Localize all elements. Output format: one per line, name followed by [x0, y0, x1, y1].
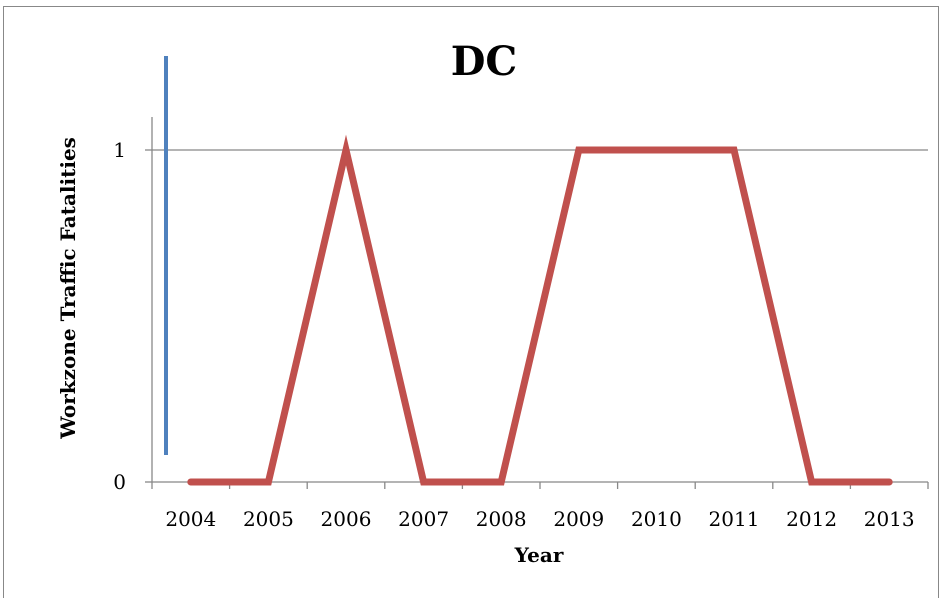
x-tick-label-2007: 2007 — [398, 507, 449, 531]
y-axis-label: Workzone Traffic Fatalities — [56, 137, 80, 440]
x-tick-label-2011: 2011 — [709, 507, 760, 531]
tick-layer: 0 1 2004 2005 2006 2007 2008 2009 2010 2011 2012 20… — [113, 138, 929, 531]
chart-frame — [3, 6, 939, 598]
x-tick-label-2008: 2008 — [476, 507, 527, 531]
y-tick-label-1: 1 — [113, 138, 126, 162]
series-line-0 — [187, 134, 893, 486]
x-tick-label-2005: 2005 — [243, 507, 294, 531]
y-tick-label-0: 0 — [113, 470, 126, 494]
series-layer — [187, 134, 893, 486]
x-axis-label: Year — [514, 543, 564, 567]
x-tick-label-2013: 2013 — [864, 507, 915, 531]
x-tick-label-2009: 2009 — [553, 507, 604, 531]
x-tick-label-2010: 2010 — [631, 507, 682, 531]
chart-title: DC — [451, 38, 518, 85]
x-tick-label-2004: 2004 — [165, 507, 216, 531]
x-tick-label-2006: 2006 — [321, 507, 372, 531]
x-tick-label-2012: 2012 — [786, 507, 837, 531]
axis-layer — [151, 56, 928, 483]
